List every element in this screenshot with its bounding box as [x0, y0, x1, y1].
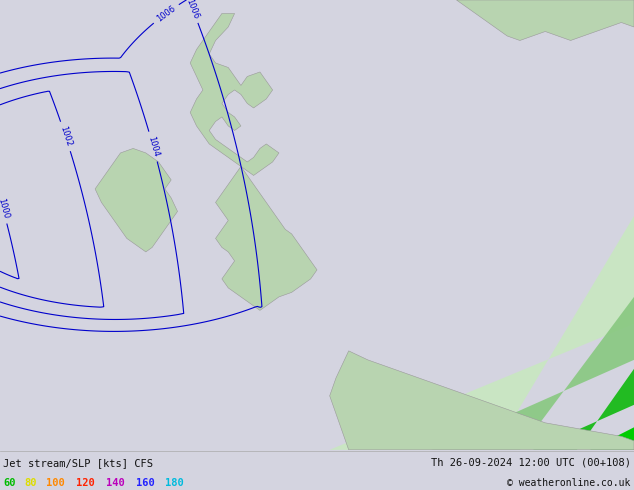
Text: 80: 80 — [25, 478, 37, 488]
Text: Jet stream/SLP [kts] CFS: Jet stream/SLP [kts] CFS — [3, 458, 153, 468]
Polygon shape — [456, 0, 634, 41]
Polygon shape — [330, 351, 634, 450]
Text: 140: 140 — [106, 478, 125, 488]
Polygon shape — [330, 216, 634, 450]
Text: 60: 60 — [3, 478, 16, 488]
Text: 100: 100 — [46, 478, 65, 488]
Polygon shape — [95, 148, 178, 252]
Text: © weatheronline.co.uk: © weatheronline.co.uk — [507, 478, 631, 488]
Text: 1002: 1002 — [58, 125, 73, 148]
Polygon shape — [431, 297, 634, 450]
Text: 1006: 1006 — [184, 0, 200, 20]
Text: 180: 180 — [165, 478, 184, 488]
Polygon shape — [216, 167, 317, 310]
Text: 1006: 1006 — [155, 3, 178, 24]
Text: 160: 160 — [136, 478, 155, 488]
Polygon shape — [190, 14, 279, 175]
Text: 1000: 1000 — [0, 197, 10, 220]
Text: 1004: 1004 — [146, 135, 160, 158]
Polygon shape — [590, 427, 634, 450]
Text: 120: 120 — [76, 478, 95, 488]
Polygon shape — [533, 369, 634, 450]
Text: Th 26-09-2024 12:00 UTC (00+108): Th 26-09-2024 12:00 UTC (00+108) — [431, 458, 631, 468]
